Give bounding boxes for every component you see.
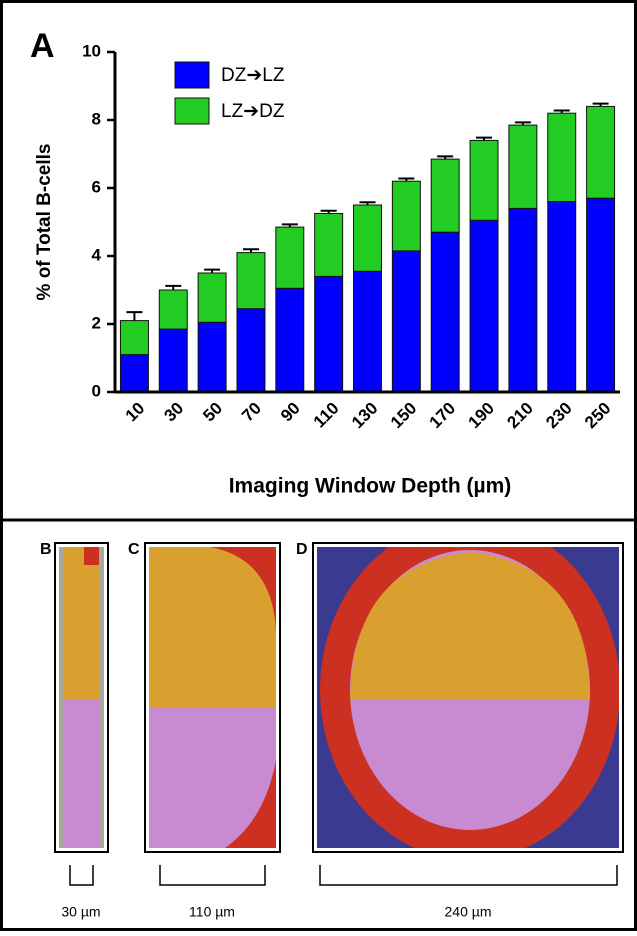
scale-bar (69, 865, 94, 886)
x-tick-label: 170 (426, 399, 459, 432)
bar-segment (275, 226, 305, 289)
bar-segment (275, 287, 305, 393)
x-axis-label: Imaging Window Depth (µm) (229, 475, 512, 498)
x-tick-label: 70 (238, 399, 265, 426)
bar-segment (236, 252, 266, 310)
bar-segment (430, 231, 460, 393)
bar-segment (508, 207, 538, 393)
bar-segment (430, 158, 460, 233)
y-tick-label: 4 (92, 245, 102, 264)
image-panel (144, 542, 281, 853)
bar-segment (469, 219, 499, 393)
bar-segment (469, 139, 499, 221)
bar-segment (353, 204, 382, 272)
x-tick-label: 10 (122, 399, 149, 426)
bar-segment (586, 105, 616, 199)
x-tick-label: 150 (387, 399, 420, 432)
panel-label: B (40, 541, 52, 558)
bar-segment (158, 289, 188, 330)
bar-segment (391, 180, 421, 252)
image-panel (312, 542, 624, 853)
bar-segment (197, 272, 227, 323)
bar-segment (158, 328, 188, 393)
y-tick-label: 2 (92, 313, 101, 332)
bar-segment (586, 197, 616, 393)
bar-segment (547, 112, 577, 203)
x-tick-label: 190 (465, 399, 498, 432)
bar-segment (508, 124, 538, 209)
scale-label: 240 µm (445, 904, 492, 920)
legend-swatch (174, 97, 210, 125)
bar-segment (353, 270, 382, 393)
x-tick-label: 50 (199, 399, 226, 426)
scale-bar (159, 865, 266, 886)
bar-segment (391, 250, 421, 393)
bar-segment (119, 354, 149, 393)
image-panel (54, 542, 109, 853)
panel-label: C (128, 541, 140, 558)
scale-bar (319, 865, 618, 886)
bar-segment (314, 275, 344, 393)
bar-segment (314, 213, 344, 277)
x-tick-label: 30 (160, 399, 187, 426)
y-axis-label: % of Total B-cells (34, 144, 55, 301)
legend-swatch (174, 61, 210, 89)
x-tick-label: 250 (581, 399, 614, 432)
x-tick-label: 90 (277, 399, 304, 426)
x-tick-label: 110 (310, 399, 343, 432)
x-tick-label: 210 (503, 399, 536, 432)
bar-segment (236, 308, 266, 393)
bar-segment (119, 320, 149, 356)
panel-label: A (30, 27, 55, 65)
bar-segment (547, 201, 577, 393)
y-tick-label: 10 (82, 41, 101, 60)
y-tick-label: 8 (92, 109, 101, 128)
y-tick-label: 6 (92, 177, 101, 196)
scale-label: 110 µm (189, 904, 235, 920)
panel-label: D (296, 541, 308, 558)
bar-segment (197, 321, 227, 393)
legend-label: LZ➔DZ (221, 101, 285, 122)
legend-label: DZ➔LZ (221, 65, 285, 86)
y-tick-label: 0 (92, 381, 101, 400)
scale-label: 30 µm (61, 904, 100, 920)
x-tick-label: 230 (542, 399, 575, 432)
x-tick-label: 130 (348, 399, 381, 432)
